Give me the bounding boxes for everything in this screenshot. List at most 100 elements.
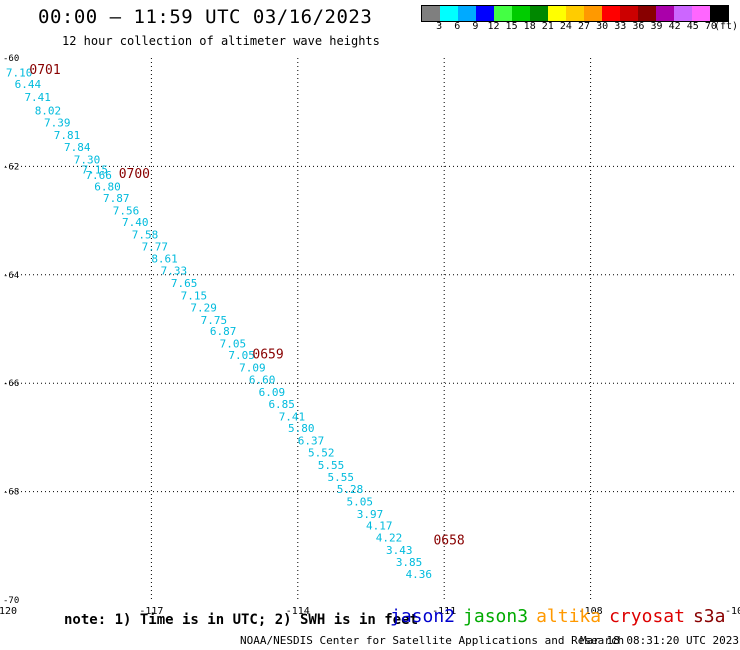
y-tick-label: -68 — [3, 488, 19, 498]
wave-height-point: 6.37 — [298, 435, 325, 448]
wave-height-point: 7.09 — [239, 361, 266, 374]
chart-subtitle: 12 hour collection of altimeter wave hei… — [62, 34, 380, 48]
x-tick-label: -108 — [579, 606, 603, 617]
color-scale-swatch — [710, 6, 728, 21]
wave-height-point: 3.97 — [357, 508, 384, 521]
wave-height-point: 7.29 — [190, 301, 217, 314]
x-tick-label: -111 — [432, 606, 456, 617]
y-tick-label: -64 — [3, 271, 19, 281]
wave-height-point: 6.80 — [94, 180, 121, 193]
wave-height-point: 6.09 — [259, 386, 286, 399]
wave-height-point: 8.61 — [151, 253, 178, 266]
wave-height-point: 7.05 — [228, 349, 255, 362]
pass-time-label: 0658 — [433, 533, 464, 548]
wave-height-point: 7.40 — [122, 216, 149, 229]
wave-height-point: 5.80 — [288, 422, 315, 435]
color-scale-swatch — [530, 6, 548, 21]
color-scale-swatch — [512, 6, 530, 21]
wave-height-point: 7.56 — [113, 204, 140, 217]
x-tick-label: -114 — [286, 606, 310, 617]
x-tick-label: -120 — [0, 606, 17, 617]
satellite-legend-s3a: s3a — [692, 606, 726, 627]
wave-height-point: 4.17 — [366, 520, 393, 533]
wave-height-point: 7.65 — [171, 277, 198, 290]
color-scale-swatch — [656, 6, 674, 21]
color-scale-label: 12 — [487, 21, 500, 32]
color-scale-label: 21 — [541, 21, 554, 32]
wave-height-point: 7.87 — [103, 192, 130, 205]
color-scale-swatch — [440, 6, 458, 21]
wave-height-point: 3.43 — [386, 544, 413, 557]
color-scale-swatch — [566, 6, 584, 21]
color-scale-label: 42 — [668, 21, 681, 32]
wave-height-point: 7.84 — [64, 141, 91, 154]
wave-height-point: 7.41 — [279, 410, 306, 423]
footer-note: note: 1) Time is in UTC; 2) SWH is in fe… — [64, 612, 419, 628]
wave-height-point: 7.75 — [201, 314, 228, 327]
satellite-legend-jason2: jason2 — [390, 606, 456, 627]
color-scale-swatch — [584, 6, 602, 21]
wave-height-point: 3.85 — [396, 556, 423, 569]
wave-height-point: 4.22 — [376, 532, 403, 545]
color-scale-label: 70 — [704, 21, 717, 32]
footer-generated-time: Mar 18 08:31:20 UTC 2023 — [580, 634, 739, 647]
pass-time-label: 0700 — [119, 167, 150, 182]
color-scale-label: 9 — [472, 21, 479, 32]
y-tick-label: -62 — [3, 162, 19, 172]
wave-height-point: 7.58 — [132, 229, 159, 242]
satellite-legend-jason3: jason3 — [463, 606, 529, 627]
color-scale-label: 33 — [614, 21, 627, 32]
wave-height-point: 7.77 — [142, 241, 169, 254]
wave-height-point: 8.02 — [35, 105, 62, 118]
color-scale-label: 30 — [596, 21, 609, 32]
color-scale-label: 3 — [436, 21, 443, 32]
wave-height-point: 4.36 — [406, 568, 433, 581]
chart-title: 00:00 – 11:59 UTC 03/16/2023 — [38, 6, 373, 28]
wave-height-point: 6.44 — [15, 78, 42, 91]
color-scale-labels: 3 6 9 12 15 18 21 24 27 30 33 36 39 42 45 70 — [421, 21, 729, 33]
color-scale-label: 6 — [454, 21, 461, 32]
wave-height-point: 6.87 — [210, 325, 237, 338]
color-scale-swatch — [602, 6, 620, 21]
wave-height-point: 5.55 — [327, 471, 354, 484]
x-tick-label: -117 — [139, 606, 163, 617]
satellite-legend-cryosat: cryosat — [609, 606, 685, 627]
wave-height-point: 7.30 — [74, 153, 101, 166]
wave-height-point: 5.55 — [318, 459, 345, 472]
color-scale-swatch — [422, 6, 440, 21]
pass-time-label: 0659 — [252, 347, 283, 362]
color-scale-swatch — [476, 6, 494, 21]
time-labels: 0701 0700 0659 0658 — [29, 63, 464, 548]
wave-height-point: 7.33 — [161, 264, 188, 277]
wave-height-point: 5.28 — [337, 483, 364, 496]
wave-height-point: 7.15 — [181, 289, 208, 302]
wave-height-point: 6.85 — [268, 398, 295, 411]
color-scale-swatch — [620, 6, 638, 21]
color-scale-label: 24 — [559, 21, 572, 32]
wave-height-point: 6.60 — [249, 373, 276, 386]
wave-height-point: 7.81 — [54, 129, 81, 142]
color-scale-label: 15 — [505, 21, 518, 32]
color-scale-swatch — [674, 6, 692, 21]
color-scale-label: 18 — [523, 21, 536, 32]
wave-height-point: 7.15 — [82, 164, 109, 177]
wave-height-point: 7.66 — [85, 169, 112, 182]
color-scale-swatch — [548, 6, 566, 21]
y-tick-label: -70 — [3, 596, 19, 606]
data-points: 7.106.447.418.027.397.817.847.307.157.66… — [6, 67, 432, 581]
color-scale-swatch — [458, 6, 476, 21]
color-scale-label: 39 — [650, 21, 663, 32]
wave-height-point: 5.52 — [308, 447, 335, 460]
color-scale-label: 45 — [686, 21, 699, 32]
axis-ticks: -120 -117 -114 -111 -108 -105 -60 -62 -64 -66 -68 -… — [0, 54, 740, 617]
wave-height-point: 7.10 — [6, 67, 33, 80]
satellite-legend-altika: altika — [536, 606, 602, 627]
wave-height-point: 7.41 — [24, 91, 51, 104]
color-scale-label: 36 — [632, 21, 645, 32]
wave-height-point: 5.05 — [347, 495, 374, 508]
color-scale-legend — [421, 5, 729, 22]
footer-credit: NOAA/NESDIS Center for Satellite Applica… — [240, 634, 625, 647]
color-scale-label: 27 — [578, 21, 591, 32]
wave-height-point: 7.39 — [44, 116, 71, 129]
